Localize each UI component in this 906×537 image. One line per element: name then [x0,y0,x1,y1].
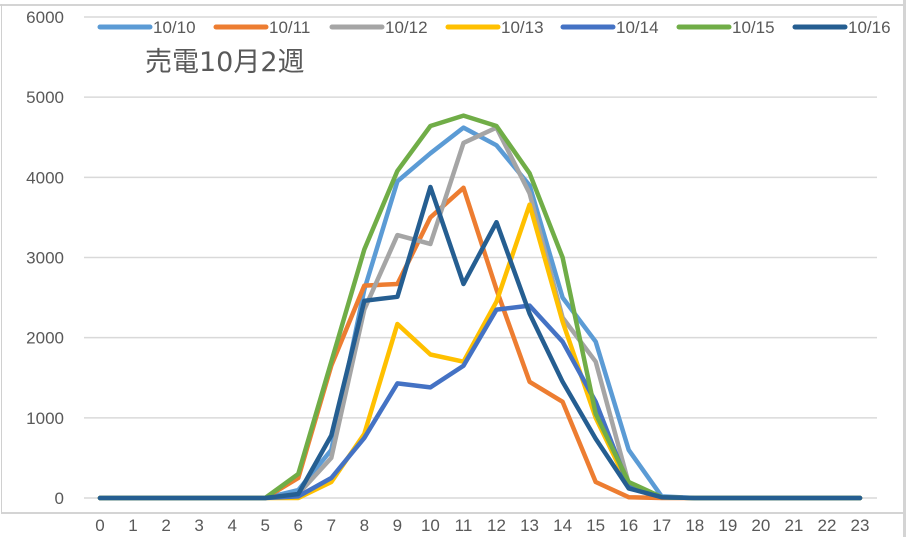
legend-label: 10/16 [848,18,891,37]
x-tick-label: 23 [851,516,870,535]
y-tick-label: 3000 [26,249,64,268]
series-line-10-14 [97,303,863,501]
x-tick-label: 12 [487,516,506,535]
legend-label: 10/13 [501,18,544,37]
gridlines [84,16,877,499]
legend-label: 10/15 [732,18,775,37]
x-tick-label: 17 [652,516,671,535]
x-tick-label: 2 [161,516,170,535]
x-tick-label: 20 [751,516,770,535]
y-tick-label: 0 [55,489,64,508]
legend-label: 10/14 [616,18,659,37]
x-tick-label: 3 [194,516,203,535]
legend: 10/10 10/11 10/12 10/13 10/14 10/15 10/16 [97,18,891,37]
x-tick-label: 21 [784,516,803,535]
series-line-10-15 [97,113,863,501]
x-tick-label: 18 [685,516,704,535]
x-tick-label: 14 [553,516,572,535]
y-axis-labels: 0 1000 2000 3000 4000 5000 6000 [26,8,64,508]
y-tick-label: 2000 [26,329,64,348]
y-tick-label: 4000 [26,168,64,187]
y-tick-label: 1000 [26,409,64,428]
chart-title: 売電10月2週 [145,47,305,78]
x-tick-label: 13 [520,516,539,535]
x-tick-label: 15 [586,516,605,535]
right-edge [903,0,906,537]
x-tick-label: 19 [718,516,737,535]
y-tick-label: 6000 [26,8,64,27]
legend-label: 10/12 [385,18,428,37]
y-tick-label: 5000 [26,88,64,107]
x-tick-label: 10 [421,516,440,535]
legend-label: 10/10 [153,18,196,37]
x-tick-label: 4 [227,516,236,535]
x-tick-label: 5 [260,516,269,535]
x-tick-label: 0 [95,516,104,535]
series-lines [97,113,863,501]
x-axis-labels: 0 1 2 3 4 5 6 7 8 9 10 11 12 13 14 15 16 17 18 19 20 21 22 23 [95,516,869,535]
legend-label: 10/11 [269,18,310,37]
x-tick-label: 16 [619,516,638,535]
x-tick-label: 6 [294,516,303,535]
x-tick-label: 1 [128,516,137,535]
x-tick-label: 9 [393,516,402,535]
top-strip [0,0,906,6]
series-line-10-16 [97,184,863,501]
series-line-10-11 [97,185,863,501]
x-tick-label: 11 [455,516,473,535]
series-line-10-12 [97,125,863,501]
x-tick-label: 22 [817,516,836,535]
x-tick-label: 8 [360,516,369,535]
x-tick-label: 7 [327,516,336,535]
series-line-10-10 [97,125,863,501]
